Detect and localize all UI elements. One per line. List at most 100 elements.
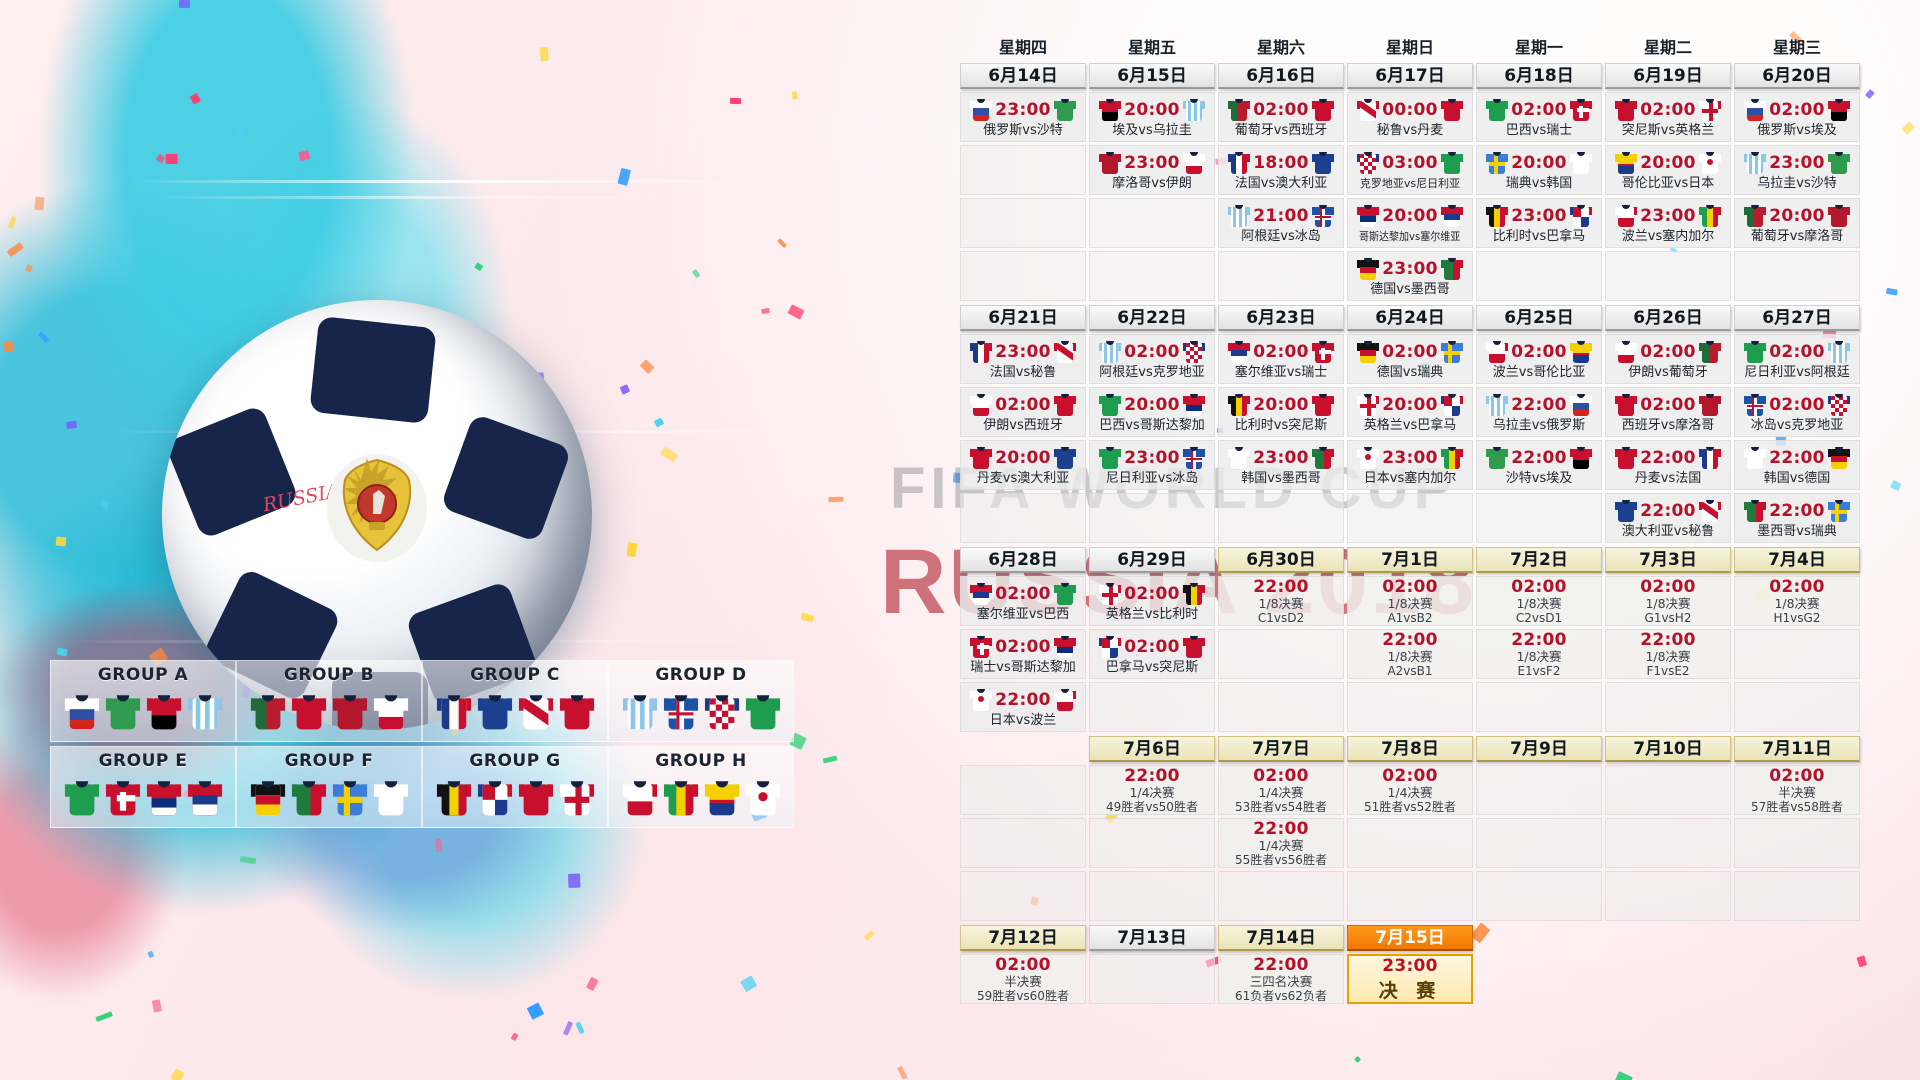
knockout-match-cell[interactable]: 02:00 1/8决赛 G1vsH2 (1605, 576, 1731, 626)
group-cell-group-e[interactable]: GROUP E (50, 746, 236, 828)
final-match-cell[interactable]: 23:00 决 赛 (1347, 954, 1473, 1004)
date-header[interactable]: 7月10日 (1605, 736, 1731, 762)
match-cell[interactable]: 02:00 巴西vs瑞士 (1476, 92, 1602, 142)
match-cell[interactable]: 20:00 比利时vs突尼斯 (1218, 387, 1344, 437)
date-header[interactable]: 7月15日 (1347, 925, 1473, 951)
match-cell[interactable]: 02:00 英格兰vs比利时 (1089, 576, 1215, 626)
group-cell-group-d[interactable]: GROUP D (608, 660, 794, 742)
knockout-match-cell[interactable]: 02:00 1/4决赛 53胜者vs54胜者 (1218, 765, 1344, 815)
match-cell[interactable]: 02:00 尼日利亚vs阿根廷 (1734, 334, 1860, 384)
group-cell-group-f[interactable]: GROUP F (236, 746, 422, 828)
match-cell[interactable]: 02:00 塞尔维亚vs瑞士 (1218, 334, 1344, 384)
knockout-match-cell[interactable]: 02:00 1/8决赛 H1vsG2 (1734, 576, 1860, 626)
knockout-match-cell[interactable]: 02:00 半决赛 59胜者vs60胜者 (960, 954, 1086, 1004)
date-header[interactable]: 6月14日 (960, 63, 1086, 89)
knockout-match-cell[interactable]: 22:00 1/8决赛 A2vsB1 (1347, 629, 1473, 679)
knockout-match-cell[interactable]: 02:00 半决赛 57胜者vs58胜者 (1734, 765, 1860, 815)
match-cell[interactable]: 22:00 墨西哥vs瑞典 (1734, 493, 1860, 543)
match-cell[interactable]: 02:00 塞尔维亚vs巴西 (960, 576, 1086, 626)
match-cell[interactable]: 23:00 摩洛哥vs伊朗 (1089, 145, 1215, 195)
date-header[interactable]: 7月14日 (1218, 925, 1344, 951)
knockout-match-cell[interactable]: 02:00 1/8决赛 C2vsD1 (1476, 576, 1602, 626)
match-cell[interactable]: 20:00 巴西vs哥斯达黎加 (1089, 387, 1215, 437)
knockout-match-cell[interactable]: 02:00 1/4决赛 51胜者vs52胜者 (1347, 765, 1473, 815)
match-cell[interactable]: 02:00 葡萄牙vs西班牙 (1218, 92, 1344, 142)
date-header[interactable]: 6月21日 (960, 305, 1086, 331)
date-header[interactable]: 7月3日 (1605, 547, 1731, 573)
knockout-match-cell[interactable]: 22:00 1/4决赛 49胜者vs50胜者 (1089, 765, 1215, 815)
match-cell[interactable]: 20:00 埃及vs乌拉圭 (1089, 92, 1215, 142)
match-cell[interactable]: 03:00 克罗地亚vs尼日利亚 (1347, 145, 1473, 195)
date-header[interactable]: 6月22日 (1089, 305, 1215, 331)
date-header[interactable]: 7月1日 (1347, 547, 1473, 573)
date-header[interactable]: 6月23日 (1218, 305, 1344, 331)
date-header[interactable]: 7月11日 (1734, 736, 1860, 762)
date-header[interactable]: 6月29日 (1089, 547, 1215, 573)
match-cell[interactable]: 02:00 德国vs瑞典 (1347, 334, 1473, 384)
match-cell[interactable]: 02:00 伊朗vs葡萄牙 (1605, 334, 1731, 384)
match-cell[interactable]: 02:00 俄罗斯vs埃及 (1734, 92, 1860, 142)
date-header[interactable]: 7月9日 (1476, 736, 1602, 762)
knockout-match-cell[interactable]: 22:00 1/8决赛 E1vsF2 (1476, 629, 1602, 679)
group-cell-group-b[interactable]: GROUP B (236, 660, 422, 742)
date-header[interactable]: 7月7日 (1218, 736, 1344, 762)
date-header[interactable]: 6月28日 (960, 547, 1086, 573)
match-cell[interactable]: 22:00 沙特vs埃及 (1476, 440, 1602, 490)
date-header[interactable]: 6月30日 (1218, 547, 1344, 573)
knockout-match-cell[interactable]: 22:00 1/4决赛 55胜者vs56胜者 (1218, 818, 1344, 868)
match-cell[interactable]: 02:00 突尼斯vs英格兰 (1605, 92, 1731, 142)
match-cell[interactable]: 23:00 法国vs秘鲁 (960, 334, 1086, 384)
match-cell[interactable]: 02:00 西班牙vs摩洛哥 (1605, 387, 1731, 437)
match-cell[interactable]: 23:00 韩国vs墨西哥 (1218, 440, 1344, 490)
match-cell[interactable]: 20:00 瑞典vs韩国 (1476, 145, 1602, 195)
date-header[interactable]: 7月4日 (1734, 547, 1860, 573)
match-cell[interactable]: 23:00 日本vs塞内加尔 (1347, 440, 1473, 490)
match-cell[interactable]: 23:00 俄罗斯vs沙特 (960, 92, 1086, 142)
date-header[interactable]: 7月8日 (1347, 736, 1473, 762)
knockout-match-cell[interactable]: 02:00 1/8决赛 A1vsB2 (1347, 576, 1473, 626)
match-cell[interactable]: 21:00 阿根廷vs冰岛 (1218, 198, 1344, 248)
date-header[interactable]: 6月27日 (1734, 305, 1860, 331)
match-cell[interactable]: 23:00 尼日利亚vs冰岛 (1089, 440, 1215, 490)
date-header[interactable]: 7月2日 (1476, 547, 1602, 573)
group-cell-group-h[interactable]: GROUP H (608, 746, 794, 828)
match-cell[interactable]: 23:00 德国vs墨西哥 (1347, 251, 1473, 301)
match-cell[interactable]: 22:00 韩国vs德国 (1734, 440, 1860, 490)
match-cell[interactable]: 22:00 丹麦vs法国 (1605, 440, 1731, 490)
match-cell[interactable]: 22:00 澳大利亚vs秘鲁 (1605, 493, 1731, 543)
group-cell-group-g[interactable]: GROUP G (422, 746, 608, 828)
knockout-match-cell[interactable]: 22:00 1/8决赛 F1vsE2 (1605, 629, 1731, 679)
match-cell[interactable]: 23:00 波兰vs塞内加尔 (1605, 198, 1731, 248)
knockout-match-cell[interactable]: 22:00 1/8决赛 C1vsD2 (1218, 576, 1344, 626)
match-cell[interactable]: 23:00 比利时vs巴拿马 (1476, 198, 1602, 248)
date-header[interactable]: 6月20日 (1734, 63, 1860, 89)
match-cell[interactable]: 02:00 巴拿马vs突尼斯 (1089, 629, 1215, 679)
group-cell-group-a[interactable]: GROUP A (50, 660, 236, 742)
match-cell[interactable]: 22:00 日本vs波兰 (960, 682, 1086, 732)
match-cell[interactable]: 02:00 冰岛vs克罗地亚 (1734, 387, 1860, 437)
match-cell[interactable]: 20:00 丹麦vs澳大利亚 (960, 440, 1086, 490)
match-cell[interactable]: 00:00 秘鲁vs丹麦 (1347, 92, 1473, 142)
match-cell[interactable]: 02:00 瑞士vs哥斯达黎加 (960, 629, 1086, 679)
match-cell[interactable]: 02:00 波兰vs哥伦比亚 (1476, 334, 1602, 384)
date-header[interactable]: 6月19日 (1605, 63, 1731, 89)
group-cell-group-c[interactable]: GROUP C (422, 660, 608, 742)
match-cell[interactable]: 02:00 伊朗vs西班牙 (960, 387, 1086, 437)
match-cell[interactable]: 18:00 法国vs澳大利亚 (1218, 145, 1344, 195)
match-cell[interactable]: 20:00 哥斯达黎加vs塞尔维亚 (1347, 198, 1473, 248)
match-cell[interactable]: 20:00 英格兰vs巴拿马 (1347, 387, 1473, 437)
match-cell[interactable]: 22:00 乌拉圭vs俄罗斯 (1476, 387, 1602, 437)
date-header[interactable]: 6月16日 (1218, 63, 1344, 89)
match-cell[interactable]: 20:00 哥伦比亚vs日本 (1605, 145, 1731, 195)
date-header[interactable]: 7月12日 (960, 925, 1086, 951)
date-header[interactable]: 6月15日 (1089, 63, 1215, 89)
match-cell[interactable]: 20:00 葡萄牙vs摩洛哥 (1734, 198, 1860, 248)
knockout-match-cell[interactable]: 22:00 三四名决赛 61负者vs62负者 (1218, 954, 1344, 1004)
date-header[interactable]: 7月13日 (1089, 925, 1215, 951)
match-cell[interactable]: 02:00 阿根廷vs克罗地亚 (1089, 334, 1215, 384)
date-header[interactable]: 7月6日 (1089, 736, 1215, 762)
date-header[interactable]: 6月24日 (1347, 305, 1473, 331)
date-header[interactable]: 6月18日 (1476, 63, 1602, 89)
match-cell[interactable]: 23:00 乌拉圭vs沙特 (1734, 145, 1860, 195)
date-header[interactable]: 6月25日 (1476, 305, 1602, 331)
